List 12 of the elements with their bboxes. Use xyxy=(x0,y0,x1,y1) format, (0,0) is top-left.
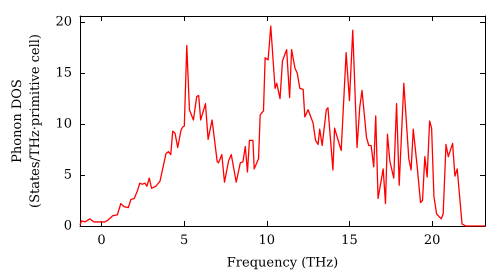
y-tick-label: 15 xyxy=(55,66,72,81)
y-axis-title: Phonon DOS (States/THz·primitive cell) xyxy=(10,34,44,208)
y-tick-label: 0 xyxy=(64,218,72,234)
x-tick-label: 10 xyxy=(258,233,276,248)
x-tick-label: 20 xyxy=(424,233,440,248)
x-axis-title: Frequency (THz) xyxy=(226,256,338,270)
x-tick-label: 15 xyxy=(341,233,358,248)
x-tick-label: 0 xyxy=(97,233,106,248)
x-tick-label: 5 xyxy=(180,233,188,248)
y-tick-label: 10 xyxy=(55,116,72,132)
y-tick-label: 20 xyxy=(55,14,72,30)
y-tick-label: 5 xyxy=(64,168,72,183)
